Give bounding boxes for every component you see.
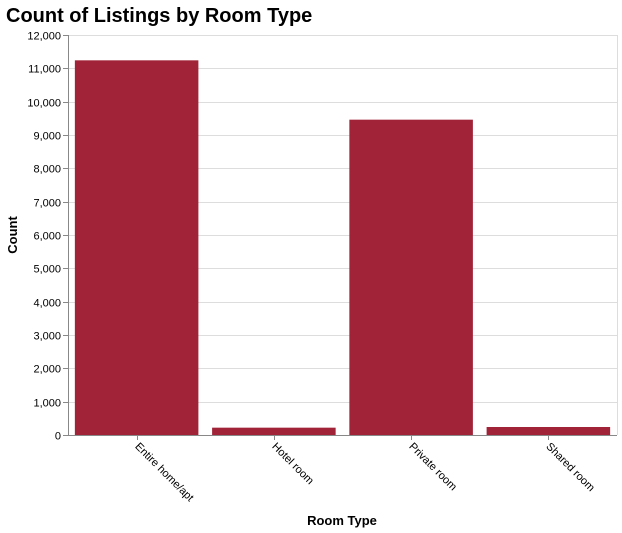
y-tick-label: 10,000: [27, 98, 61, 110]
chart-title: Count of Listings by Room Type: [6, 5, 312, 27]
y-tick-label: 8,000: [33, 164, 61, 176]
y-tick-label: 9,000: [33, 131, 61, 143]
y-tick-label: 1,000: [33, 398, 61, 410]
bar-entire-home-apt: [74, 60, 199, 435]
bars: [74, 60, 611, 436]
bar-private-room: [349, 119, 473, 436]
y-tick-label: 2,000: [33, 364, 61, 376]
y-tick-label: 12,000: [27, 31, 61, 43]
y-tick-label: 4,000: [33, 298, 61, 310]
y-axis: 0 1,000 2,000 3,000 4,000 5,000 6,000 7,000 8,00…: [27, 31, 69, 443]
y-tick-label: 3,000: [33, 331, 61, 343]
y-tick-label: 0: [55, 431, 61, 443]
y-tick-label: 7,000: [33, 198, 61, 210]
y-axis-title: Count: [5, 216, 20, 254]
y-tick-label: 5,000: [33, 264, 61, 276]
y-tick-label: 11,000: [28, 64, 61, 76]
x-tick-label: Hotel room: [269, 441, 316, 488]
x-tick-label: Private room: [406, 441, 459, 494]
y-tick-label: 6,000: [33, 231, 61, 243]
bar-shared-room: [486, 427, 611, 435]
bar-hotel-room: [212, 427, 336, 435]
x-axis: Entire home/apt Hotel room Private room Sha…: [68, 435, 617, 504]
x-tick-label: Entire home/apt: [132, 441, 195, 504]
x-tick-label: Shared room: [543, 441, 596, 494]
x-axis-title: Room Type: [307, 513, 377, 528]
